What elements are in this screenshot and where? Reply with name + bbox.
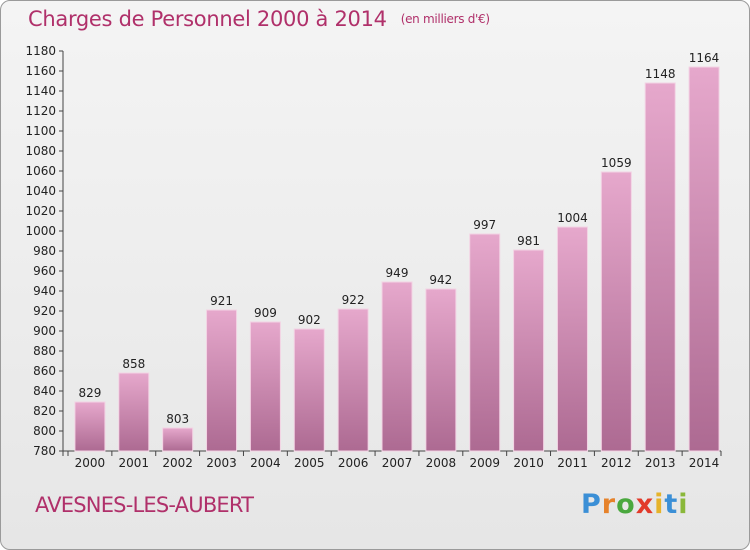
y-tick-label: 1020	[25, 204, 56, 218]
x-tick-label-2010: 2010	[513, 456, 544, 470]
logo-letter: P	[581, 489, 602, 520]
value-label-2010: 981	[517, 234, 540, 248]
value-label-2004: 909	[254, 306, 277, 320]
x-tick-label-2006: 2006	[338, 456, 369, 470]
proxiti-logo[interactable]: Proxiti	[581, 489, 689, 520]
y-tick-label: 1100	[25, 124, 56, 138]
y-tick-label: 900	[33, 324, 56, 338]
bar-2013	[644, 82, 676, 452]
y-tick-label: 980	[33, 244, 56, 258]
x-tick-label-2012: 2012	[601, 456, 632, 470]
y-tick-label: 880	[33, 344, 56, 358]
value-label-2008: 942	[429, 273, 452, 287]
commune-name: AVESNES-LES-AUBERT	[35, 493, 254, 517]
value-label-2000: 829	[78, 386, 101, 400]
logo-letter: x	[635, 489, 655, 520]
logo-letter: o	[616, 489, 636, 520]
chart-unit: (en milliers d'€)	[400, 12, 490, 26]
bar-2000	[74, 401, 106, 452]
y-tick-label: 860	[33, 364, 56, 378]
y-tick-label: 780	[33, 444, 56, 458]
bar-2007	[381, 281, 413, 452]
logo-letter: r	[601, 489, 617, 520]
y-tick-label: 1000	[25, 224, 56, 238]
y-tick-label: 1120	[25, 104, 56, 118]
value-label-2005: 902	[298, 313, 321, 327]
value-label-2002: 803	[166, 412, 189, 426]
y-tick-label: 840	[33, 384, 56, 398]
value-label-2001: 858	[122, 357, 145, 371]
bar-2002	[162, 427, 194, 452]
x-tick-label-2011: 2011	[557, 456, 588, 470]
bar-2012	[600, 171, 632, 452]
y-tick-label: 820	[33, 404, 56, 418]
value-label-2013: 1148	[645, 67, 676, 81]
bar-2004	[249, 321, 281, 452]
x-tick-label-2014: 2014	[689, 456, 720, 470]
value-label-2003: 921	[210, 294, 233, 308]
bar-2014	[688, 66, 720, 452]
x-tick-label-2000: 2000	[75, 456, 106, 470]
x-tick-label-2008: 2008	[426, 456, 457, 470]
y-tick-label: 1180	[25, 44, 56, 58]
bar-2005	[293, 328, 325, 452]
value-label-2006: 922	[342, 293, 365, 307]
bar-2010	[513, 249, 545, 452]
bar-2001	[118, 372, 150, 452]
logo-letter: t	[664, 489, 679, 520]
axes: 780 800 820 840 860 880 900 920 940 960 980 1000 102…	[25, 44, 722, 470]
x-tick-label-2007: 2007	[382, 456, 413, 470]
chart-title: Charges de Personnel 2000 à 2014 (en mill…	[28, 7, 490, 31]
x-tick-label-2013: 2013	[645, 456, 676, 470]
value-label-2012: 1059	[601, 156, 632, 170]
y-tick-label: 1160	[25, 64, 56, 78]
bar-2009	[469, 233, 501, 452]
y-tick-label: 960	[33, 264, 56, 278]
logo-letter: i	[678, 489, 689, 520]
y-tick-label: 1060	[25, 164, 56, 178]
value-label-2007: 949	[386, 266, 409, 280]
x-tick-label-2005: 2005	[294, 456, 325, 470]
y-tick-label: 800	[33, 424, 56, 438]
y-tick-label: 1080	[25, 144, 56, 158]
x-tick-label-2009: 2009	[469, 456, 500, 470]
bar-2006	[337, 308, 369, 452]
bar-2008	[425, 288, 457, 452]
x-tick-label-2001: 2001	[119, 456, 150, 470]
x-tick-label-2002: 2002	[162, 456, 193, 470]
data-labels: 829 858 803 921 909 902 922 949 942 997 981 1004 105…	[78, 51, 719, 426]
y-tick-label: 1140	[25, 84, 56, 98]
y-tick-label: 920	[33, 304, 56, 318]
x-tick-label-2004: 2004	[250, 456, 281, 470]
bar-2011	[556, 226, 588, 452]
x-tick-label-2003: 2003	[206, 456, 237, 470]
value-label-2011: 1004	[557, 211, 588, 225]
y-tick-label: 1040	[25, 184, 56, 198]
chart-title-text: Charges de Personnel 2000 à 2014	[28, 7, 387, 31]
bar-2003	[206, 309, 238, 452]
bars	[74, 66, 720, 452]
y-tick-label: 940	[33, 284, 56, 298]
logo-letter: i	[654, 489, 665, 520]
value-label-2009: 997	[473, 218, 496, 232]
value-label-2014: 1164	[689, 51, 720, 65]
